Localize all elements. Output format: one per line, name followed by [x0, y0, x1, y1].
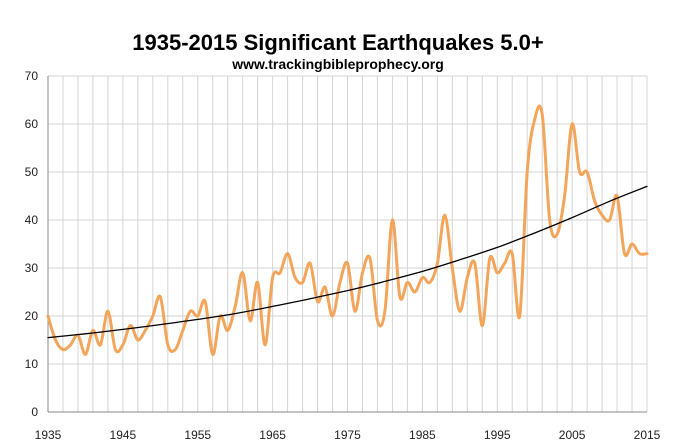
tick-labels: 0 10 20 30 40 50 60 70 1935 1945 1955 1965 1975 1985 1… — [25, 69, 661, 442]
data-series — [46, 104, 649, 356]
y-tick-label: 40 — [25, 213, 39, 227]
axes — [47, 76, 647, 413]
y-tick-label: 20 — [25, 309, 39, 323]
y-tick-label: 30 — [25, 261, 39, 275]
y-tick-label: 50 — [25, 165, 39, 179]
x-tick-label: 2005 — [559, 428, 586, 442]
x-tick-label: 1985 — [409, 428, 436, 442]
trend-line — [47, 185, 648, 339]
y-tick-label: 0 — [31, 405, 38, 419]
x-tick-label: 1945 — [110, 428, 137, 442]
earthquake-count-line — [46, 104, 649, 356]
y-tick-label: 60 — [25, 117, 39, 131]
x-tick-label: 1955 — [184, 428, 211, 442]
x-tick-label: 1995 — [484, 428, 511, 442]
x-tick-label: 1935 — [35, 428, 62, 442]
y-tick-label: 10 — [25, 357, 39, 371]
grid-lines — [48, 75, 648, 412]
chart-subtitle: www.trackingbibleprophecy.org — [231, 56, 444, 72]
x-tick-label: 1965 — [259, 428, 286, 442]
chart-title: 1935-2015 Significant Earthquakes 5.0+ — [132, 30, 543, 55]
x-tick-label: 2015 — [634, 428, 661, 442]
x-tick-label: 1975 — [334, 428, 361, 442]
y-tick-label: 70 — [25, 69, 39, 83]
